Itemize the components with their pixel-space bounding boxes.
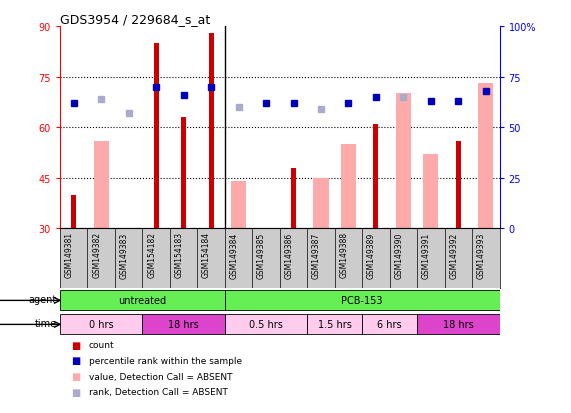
Text: 6 hrs: 6 hrs [377, 320, 402, 330]
Text: 0 hrs: 0 hrs [89, 320, 114, 330]
Bar [417, 315, 500, 335]
Text: GSM149392: GSM149392 [449, 232, 459, 278]
Text: GSM149386: GSM149386 [284, 232, 293, 278]
Bar [94, 141, 108, 229]
Bar [478, 84, 493, 229]
Bar [373, 124, 379, 229]
Bar [60, 315, 142, 335]
Text: 18 hrs: 18 hrs [168, 320, 199, 330]
Bar [60, 291, 225, 311]
Text: percentile rank within the sample: percentile rank within the sample [89, 356, 242, 365]
Text: GSM154183: GSM154183 [175, 232, 184, 278]
Text: value, Detection Call = ABSENT: value, Detection Call = ABSENT [89, 372, 232, 381]
Text: GSM149387: GSM149387 [312, 232, 321, 278]
Text: time: time [35, 318, 57, 328]
Bar [208, 33, 214, 229]
Text: ■: ■ [71, 356, 81, 366]
Text: agent: agent [29, 294, 57, 304]
Text: GSM154182: GSM154182 [147, 232, 156, 278]
Bar [456, 141, 461, 229]
Text: ■: ■ [71, 387, 81, 397]
Bar [71, 195, 76, 229]
Bar [341, 145, 356, 229]
Text: ■: ■ [71, 340, 81, 350]
Text: count: count [89, 340, 114, 349]
Text: GSM149381: GSM149381 [65, 232, 74, 278]
Bar [362, 315, 417, 335]
Bar [423, 155, 439, 229]
Text: GSM149385: GSM149385 [257, 232, 266, 278]
Bar [396, 94, 411, 229]
Text: GSM149382: GSM149382 [92, 232, 101, 278]
Text: PCB-153: PCB-153 [341, 296, 383, 306]
Bar [307, 315, 362, 335]
Text: GSM149384: GSM149384 [230, 232, 239, 278]
Text: 0.5 hrs: 0.5 hrs [249, 320, 283, 330]
Text: GSM154184: GSM154184 [202, 232, 211, 278]
Bar [291, 168, 296, 229]
Text: rank, Detection Call = ABSENT: rank, Detection Call = ABSENT [89, 387, 227, 396]
Text: GSM149388: GSM149388 [340, 232, 348, 278]
Bar [313, 178, 328, 229]
Text: ■: ■ [71, 371, 81, 381]
Bar [225, 315, 307, 335]
Text: GSM149389: GSM149389 [367, 232, 376, 278]
Bar [225, 291, 500, 311]
Text: untreated: untreated [118, 296, 167, 306]
Text: GSM149390: GSM149390 [395, 232, 404, 278]
Bar [181, 118, 186, 229]
Text: GDS3954 / 229684_s_at: GDS3954 / 229684_s_at [59, 13, 210, 26]
Bar [142, 315, 225, 335]
Text: 1.5 hrs: 1.5 hrs [318, 320, 352, 330]
Text: 18 hrs: 18 hrs [443, 320, 474, 330]
Text: GSM149393: GSM149393 [477, 232, 486, 278]
Bar [231, 182, 246, 229]
Bar [154, 44, 159, 229]
Text: GSM149383: GSM149383 [120, 232, 128, 278]
Text: GSM149391: GSM149391 [422, 232, 431, 278]
